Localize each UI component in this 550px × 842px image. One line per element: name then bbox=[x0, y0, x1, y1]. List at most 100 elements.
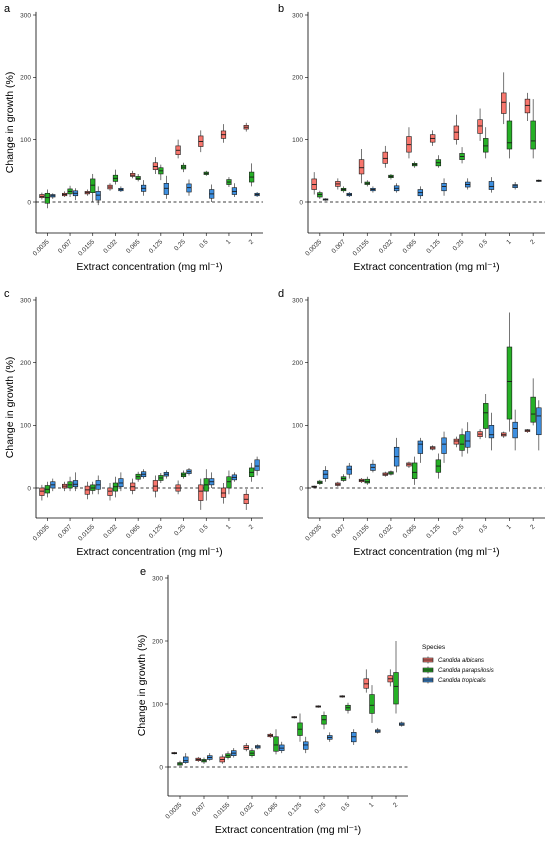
iqr-box bbox=[163, 183, 169, 195]
box-candida-albicans bbox=[453, 114, 460, 145]
box-candida-tropicalis bbox=[322, 466, 329, 482]
y-tick-label: 100 bbox=[292, 137, 303, 144]
x-tick-label: 0.0155 bbox=[77, 238, 96, 257]
box-candida-parapsilosis bbox=[249, 462, 255, 482]
box-candida-parapsilosis bbox=[435, 155, 442, 168]
box-candida-parapsilosis bbox=[483, 394, 489, 438]
x-tick-label: 0.5 bbox=[198, 523, 210, 535]
iqr-box bbox=[465, 431, 471, 448]
y-tick-label: 200 bbox=[20, 360, 31, 367]
legend-title: Species bbox=[422, 644, 446, 651]
y-tick-label: 0 bbox=[299, 485, 303, 492]
box-candida-albicans bbox=[219, 754, 225, 764]
box-candida-tropicalis bbox=[209, 472, 215, 488]
box-candida-parapsilosis bbox=[506, 312, 513, 432]
iqr-box bbox=[506, 346, 513, 420]
box-candida-albicans bbox=[406, 461, 412, 468]
iqr-box bbox=[364, 478, 370, 484]
iqr-box bbox=[524, 98, 531, 114]
box-candida-parapsilosis bbox=[435, 453, 442, 479]
iqr-box bbox=[536, 407, 542, 436]
box-candida-tropicalis bbox=[393, 437, 400, 473]
iqr-box bbox=[39, 487, 45, 496]
iqr-box bbox=[358, 159, 365, 175]
x-tick-label: 0.0155 bbox=[212, 801, 231, 820]
iqr-box bbox=[90, 178, 96, 193]
panel-e: e 0 100 200 300 0.0035 0.007 0.0155 0.032 0.065 0.… bbox=[136, 566, 408, 836]
panel-label: b bbox=[278, 3, 284, 15]
box-candida-albicans bbox=[311, 485, 317, 488]
box-candida-parapsilosis bbox=[135, 173, 141, 182]
box-candida-tropicalis bbox=[231, 748, 237, 758]
box-candida-albicans bbox=[501, 431, 507, 438]
box-candida-parapsilosis bbox=[180, 162, 187, 173]
x-tick-label: 1 bbox=[225, 238, 233, 246]
box-candida-tropicalis bbox=[375, 727, 381, 734]
x-tick-label: 0.0155 bbox=[352, 523, 371, 542]
box-candida-parapsilosis bbox=[112, 476, 119, 498]
box-candida-parapsilosis bbox=[411, 456, 418, 485]
box-candida-parapsilosis bbox=[135, 471, 141, 482]
box-candida-parapsilosis bbox=[459, 428, 465, 457]
y-tick-label: 300 bbox=[20, 12, 31, 19]
box-candida-tropicalis bbox=[512, 182, 518, 190]
iqr-box bbox=[483, 138, 489, 153]
x-tick-label: 1 bbox=[368, 801, 376, 809]
box-candida-albicans bbox=[339, 695, 345, 698]
x-tick-label: 0.032 bbox=[239, 801, 256, 818]
box-candida-albicans bbox=[62, 191, 68, 198]
x-axis-title: Extract concentration (mg ml⁻¹) bbox=[76, 546, 222, 558]
box-candida-tropicalis bbox=[370, 459, 376, 473]
box-candida-tropicalis bbox=[488, 177, 495, 193]
box-candida-albicans bbox=[39, 484, 45, 501]
box-candida-parapsilosis bbox=[364, 180, 370, 187]
y-tick-label: 100 bbox=[20, 137, 31, 144]
x-axis-title: Extract concentration (mg ml⁻¹) bbox=[353, 261, 499, 273]
iqr-box bbox=[369, 694, 375, 714]
box-candida-tropicalis bbox=[351, 729, 357, 745]
box-candida-parapsilosis bbox=[67, 185, 73, 198]
x-tick-label: 1 bbox=[505, 523, 513, 531]
box-candida-parapsilosis bbox=[90, 481, 96, 495]
box-candida-albicans bbox=[152, 157, 158, 174]
box-candida-albicans bbox=[477, 429, 483, 440]
box-candida-parapsilosis bbox=[158, 164, 164, 181]
iqr-box bbox=[411, 462, 418, 479]
box-candida-albicans bbox=[152, 475, 158, 498]
x-tick-label: 0.065 bbox=[402, 238, 419, 255]
x-tick-label: 0.065 bbox=[402, 523, 419, 540]
box-candida-tropicalis bbox=[72, 472, 79, 492]
box-candida-parapsilosis bbox=[203, 469, 209, 501]
x-tick-label: 0.25 bbox=[452, 523, 466, 537]
box-candida-albicans bbox=[62, 481, 68, 492]
iqr-box bbox=[303, 741, 309, 750]
y-tick-label: 300 bbox=[292, 12, 303, 19]
box-candida-albicans bbox=[335, 481, 341, 487]
box-candida-albicans bbox=[524, 92, 531, 121]
box-candida-parapsilosis bbox=[340, 474, 347, 482]
box-candida-albicans bbox=[335, 178, 341, 190]
box-candida-tropicalis bbox=[183, 753, 189, 764]
box-candida-albicans bbox=[107, 482, 113, 501]
y-tick-label: 300 bbox=[152, 575, 163, 582]
box-candida-parapsilosis bbox=[112, 169, 119, 185]
box-candida-albicans bbox=[406, 127, 412, 159]
legend-item-label: Candida parapsilosis bbox=[438, 668, 494, 674]
x-tick-label: 0.5 bbox=[478, 523, 490, 535]
y-axis-title: Change in growth (%) bbox=[4, 72, 16, 174]
y-tick-label: 0 bbox=[27, 485, 31, 492]
box-candida-albicans bbox=[130, 170, 136, 179]
x-tick-label: 2 bbox=[248, 523, 256, 531]
panel-label: d bbox=[278, 288, 284, 300]
box-candida-parapsilosis bbox=[321, 711, 327, 730]
iqr-box bbox=[488, 181, 495, 190]
x-tick-label: 0.032 bbox=[102, 238, 119, 255]
box-candida-tropicalis bbox=[393, 183, 400, 193]
box-candida-tropicalis bbox=[346, 462, 352, 479]
y-tick-label: 100 bbox=[292, 423, 303, 430]
y-tick-label: 300 bbox=[292, 297, 303, 304]
box-candida-albicans bbox=[315, 705, 321, 708]
x-tick-label: 0.032 bbox=[378, 238, 395, 255]
x-tick-label: 0.065 bbox=[263, 801, 280, 818]
iqr-box bbox=[441, 183, 447, 192]
